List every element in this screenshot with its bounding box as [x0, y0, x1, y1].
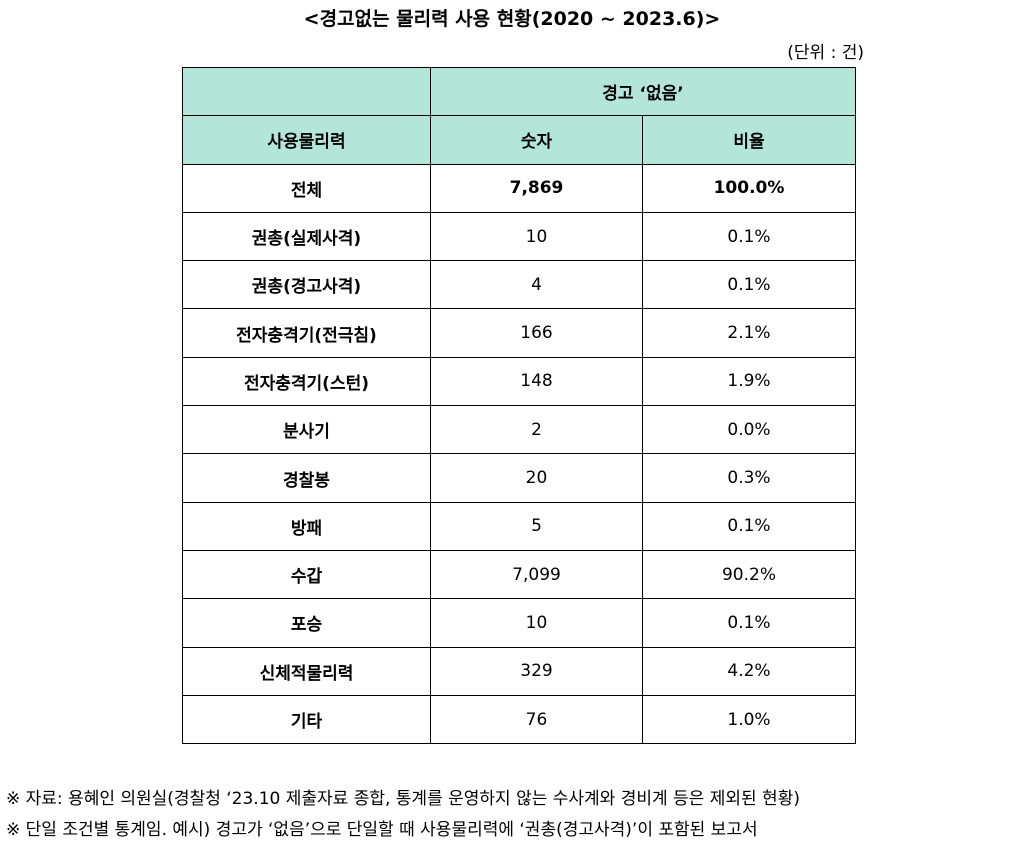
count-cell: 7,869	[430, 163, 643, 213]
force-type-cell: 분사기	[182, 405, 431, 455]
force-type-cell: 수갑	[182, 549, 431, 600]
ratio-cell: 90.2%	[642, 549, 856, 600]
footnote-example: ※ 단일 조건별 통계임. 예시) 경고가 ‘없음’으로 단일할 때 사용물리력…	[6, 820, 758, 840]
force-type-cell: 전자충격기(스턴)	[182, 356, 431, 407]
table-row: 포승 10 0.1%	[182, 598, 856, 648]
ratio-cell: 0.3%	[642, 453, 856, 503]
ratio-cell: 2.1%	[642, 308, 856, 358]
table-row: 신체적물리력 329 4.2%	[182, 646, 856, 696]
header-warning-none: 경고 ‘없음’	[430, 66, 856, 117]
unit-label: (단위 : 건)	[787, 43, 864, 63]
force-type-cell: 권총(실제사격)	[182, 211, 431, 262]
count-cell: 4	[430, 260, 643, 310]
count-cell: 166	[430, 308, 643, 358]
force-type-cell: 기타	[182, 694, 431, 745]
count-cell: 20	[430, 453, 643, 503]
ratio-cell: 4.2%	[642, 646, 856, 696]
ratio-cell: 0.1%	[642, 501, 856, 551]
table-row: 경찰봉 20 0.3%	[182, 453, 856, 503]
ratio-cell: 0.1%	[642, 211, 856, 262]
count-cell: 148	[430, 356, 643, 407]
header-row-columns: 사용물리력 숫자 비율	[182, 115, 856, 165]
count-cell: 10	[430, 211, 643, 262]
header-count: 숫자	[430, 115, 643, 165]
table-row: 전자충격기(스턴) 148 1.9%	[182, 356, 856, 407]
count-cell: 2	[430, 405, 643, 455]
force-type-cell: 경찰봉	[182, 453, 431, 503]
ratio-cell: 0.1%	[642, 260, 856, 310]
count-cell: 329	[430, 646, 643, 696]
ratio-cell: 0.1%	[642, 598, 856, 648]
ratio-cell: 1.0%	[642, 694, 856, 745]
count-cell: 10	[430, 598, 643, 648]
table-row: 수갑 7,099 90.2%	[182, 549, 856, 600]
table-row: 분사기 2 0.0%	[182, 405, 856, 455]
table-row: 전체 7,869 100.0%	[182, 163, 856, 213]
header-ratio: 비율	[642, 115, 856, 165]
force-type-cell: 포승	[182, 598, 431, 648]
count-cell: 7,099	[430, 549, 643, 600]
footnotes: ※ 자료: 용혜인 의원실(경찰청 ‘23.10 제출자료 종합, 통계를 운영…	[6, 784, 800, 846]
table-row: 권총(경고사격) 4 0.1%	[182, 260, 856, 310]
force-type-cell: 권총(경고사격)	[182, 260, 431, 310]
table-row: 기타 76 1.0%	[182, 694, 856, 745]
table-row: 방패 5 0.1%	[182, 501, 856, 551]
ratio-cell: 1.9%	[642, 356, 856, 407]
count-cell: 76	[430, 694, 643, 745]
header-row-group: 경고 ‘없음’	[182, 66, 856, 117]
table-row: 권총(실제사격) 10 0.1%	[182, 211, 856, 262]
table-title: <경고없는 물리력 사용 현황(2020 ~ 2023.6)>	[303, 8, 721, 30]
force-type-cell: 전자충격기(전극침)	[182, 308, 431, 358]
header-empty-cell	[182, 66, 431, 117]
count-cell: 5	[430, 501, 643, 551]
ratio-cell: 0.0%	[642, 405, 856, 455]
footnote-source: ※ 자료: 용혜인 의원실(경찰청 ‘23.10 제출자료 종합, 통계를 운영…	[6, 789, 800, 809]
force-type-cell: 전체	[182, 163, 431, 213]
ratio-cell: 100.0%	[642, 163, 856, 213]
force-usage-table: 경고 ‘없음’ 사용물리력 숫자 비율 전체 7,869 100.0% 권총(실제사격…	[182, 66, 856, 745]
force-type-cell: 신체적물리력	[182, 646, 431, 696]
header-force-type: 사용물리력	[182, 115, 431, 165]
table-row: 전자충격기(전극침) 166 2.1%	[182, 308, 856, 358]
force-type-cell: 방패	[182, 501, 431, 551]
